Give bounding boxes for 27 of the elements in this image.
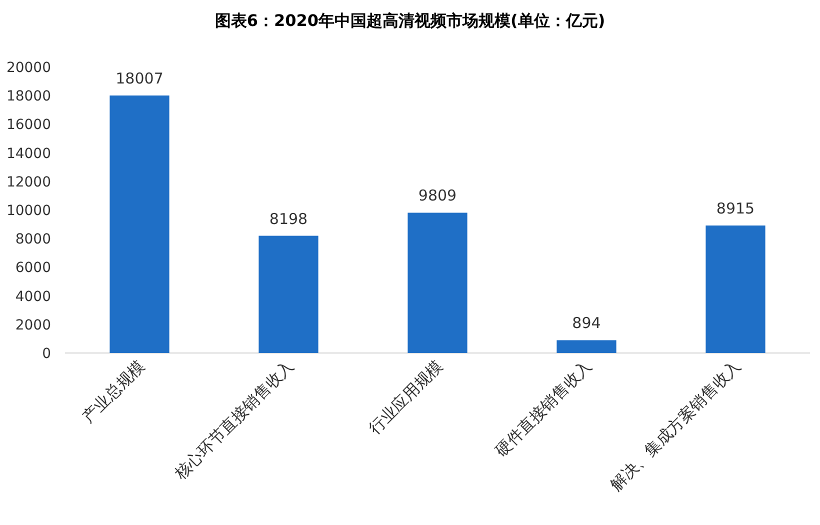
y-tick-label: 4000: [15, 288, 51, 305]
y-tick-label: 14000: [6, 146, 51, 162]
bar: [110, 96, 170, 353]
bar: [408, 212, 468, 353]
bar: [258, 236, 318, 353]
x-tick-label: 行业应用规模: [365, 356, 446, 438]
y-tick-label: 16000: [6, 117, 51, 134]
x-tick-label: 产业总规模: [78, 356, 148, 426]
x-tick-label: 核心环节直接销售收入: [170, 356, 298, 484]
data-label: 18007: [116, 70, 164, 88]
data-label: 8198: [269, 210, 308, 228]
y-tick-label: 8000: [15, 232, 51, 248]
y-tick-label: 18000: [6, 88, 51, 105]
y-tick-label: 6000: [15, 260, 51, 276]
data-label: 894: [572, 314, 601, 332]
x-tick-label: 解决、集成方案销售收入: [606, 356, 744, 494]
chart-title: 图表6：2020年中国超高清视频市场规模(单位：亿元): [214, 11, 606, 30]
bar: [556, 340, 616, 353]
y-tick-label: 12000: [6, 174, 51, 190]
y-tick-label: 2000: [15, 317, 51, 334]
data-label: 8915: [716, 200, 755, 218]
y-tick-label: 0: [42, 346, 51, 362]
x-tick-label: 硬件直接销售收入: [491, 356, 596, 460]
y-tick-label: 10000: [6, 203, 51, 219]
y-tick-label: 20000: [6, 60, 51, 76]
data-label: 9809: [418, 186, 457, 205]
bar: [706, 226, 766, 353]
